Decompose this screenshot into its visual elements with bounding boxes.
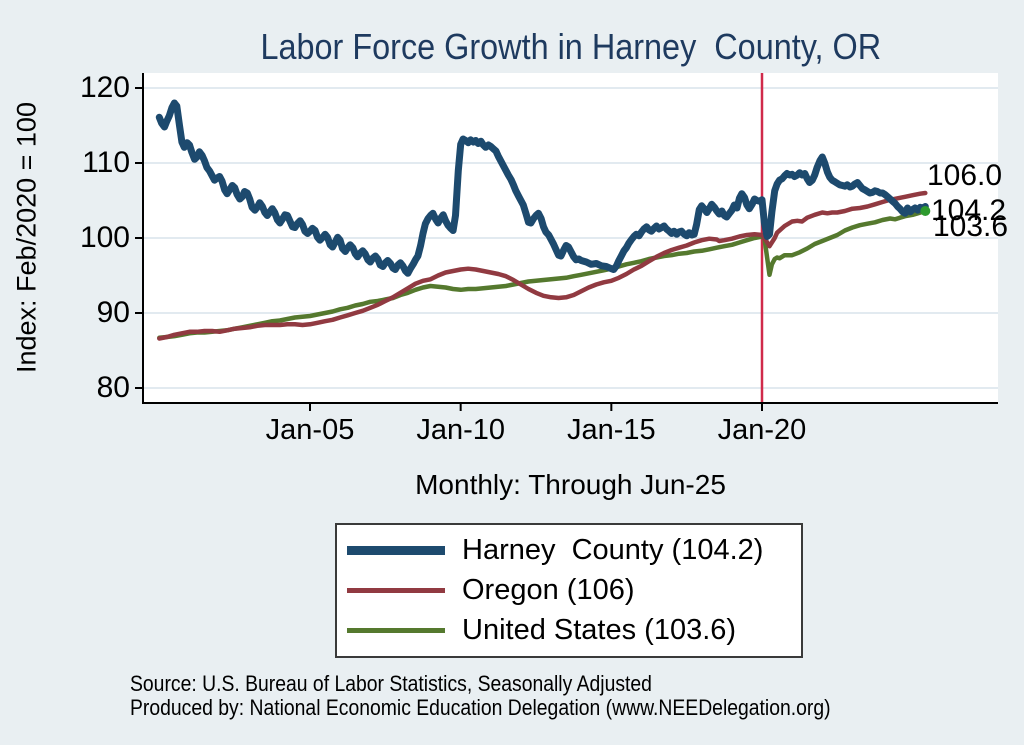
united-states-line	[157, 208, 928, 341]
us-line-swatch	[347, 628, 445, 633]
x-tick-label: Jan-05	[265, 414, 355, 446]
end-value-label: 103.6	[933, 210, 1009, 243]
end-value-label: 106.0	[927, 159, 1003, 192]
harney-county-line	[155, 99, 929, 277]
legend-row-us: United States (103.6)	[337, 611, 801, 651]
harney-line-swatch	[347, 546, 445, 555]
chart-subtitle: Monthly: Through Jun-25	[415, 469, 726, 500]
legend-label-harney: Harney County (104.2)	[462, 534, 764, 566]
oregon-line	[157, 190, 928, 341]
source-note: Source: U.S. Bureau of Labor Statistics,…	[130, 671, 652, 696]
produced-by-note: Produced by: National Economic Education…	[130, 695, 831, 720]
oregon-line-swatch	[347, 588, 445, 593]
y-tick-label: 100	[79, 221, 130, 254]
y-tick-label: 80	[96, 371, 130, 404]
us-end-marker	[920, 206, 931, 216]
y-axis-title: Index: Feb/2020 = 100	[11, 102, 42, 374]
y-tick-label: 120	[79, 71, 130, 104]
y-tick-label: 110	[82, 146, 130, 179]
x-tick-label: Jan-10	[416, 414, 505, 446]
legend-row-oregon: Oregon (106)	[337, 571, 801, 611]
x-tick-label: Jan-20	[717, 414, 807, 446]
chart-title: Labor Force Growth in Harney County, OR	[260, 26, 881, 67]
x-tick-label: Jan-15	[566, 414, 656, 446]
end-value-label: 104.2	[931, 194, 1007, 227]
title-band: Labor Force Growth in Harney County, OR	[143, 26, 998, 68]
footer-notes: Source: U.S. Bureau of Labor Statistics,…	[130, 672, 926, 720]
legend-label-oregon: Oregon (106)	[462, 574, 635, 606]
legend-label-us: United States (103.6)	[462, 614, 737, 646]
legend: Harney County (104.2) Oregon (106) Unite…	[335, 523, 803, 658]
y-tick-label: 90	[96, 296, 130, 329]
legend-row-harney: Harney County (104.2)	[337, 531, 801, 571]
